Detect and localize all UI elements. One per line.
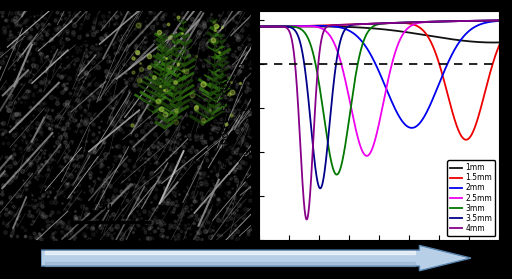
3mm xyxy=(445,20,451,23)
X-axis label: Frequency (GHz): Frequency (GHz) xyxy=(333,259,424,269)
1.5mm xyxy=(255,25,262,28)
4mm xyxy=(268,25,274,28)
2.5mm xyxy=(255,25,262,28)
2mm xyxy=(489,20,495,23)
1mm xyxy=(255,25,262,28)
3mm xyxy=(334,173,340,176)
3mm xyxy=(489,19,496,22)
2mm xyxy=(496,19,502,23)
2mm xyxy=(373,62,379,66)
2.5mm xyxy=(364,154,370,158)
1.5mm xyxy=(463,138,469,141)
2.5mm xyxy=(489,19,495,22)
1.5mm xyxy=(496,44,502,47)
Text: 5μm: 5μm xyxy=(98,203,122,213)
2.5mm xyxy=(489,19,496,22)
1mm xyxy=(366,27,372,30)
3mm xyxy=(373,23,379,27)
3mm xyxy=(489,19,495,22)
1.5mm xyxy=(445,95,451,98)
4mm xyxy=(445,20,451,23)
3mm xyxy=(496,19,502,22)
4mm xyxy=(489,19,496,22)
1mm xyxy=(373,27,379,30)
Line: 3.5mm: 3.5mm xyxy=(259,20,499,188)
3.5mm xyxy=(317,187,323,190)
1mm xyxy=(445,37,451,40)
Line: 2.5mm: 2.5mm xyxy=(259,20,499,156)
2.5mm xyxy=(366,153,372,156)
3.5mm xyxy=(489,19,495,22)
1.5mm xyxy=(489,63,496,66)
2.5mm xyxy=(496,19,502,22)
2.5mm xyxy=(268,25,274,28)
4mm xyxy=(489,19,495,22)
3mm xyxy=(366,28,372,32)
3.5mm xyxy=(373,22,379,25)
3.5mm xyxy=(255,25,262,28)
2mm xyxy=(489,20,496,23)
1.5mm xyxy=(268,25,274,28)
3.5mm xyxy=(445,20,451,23)
4mm xyxy=(304,218,310,221)
4mm xyxy=(255,25,262,28)
Y-axis label: Reflection Loss (dB): Reflection Loss (dB) xyxy=(221,77,230,174)
3.5mm xyxy=(496,19,502,22)
1.5mm xyxy=(489,63,496,67)
2mm xyxy=(268,25,274,28)
3.5mm xyxy=(489,19,496,22)
2mm xyxy=(255,25,262,28)
3.5mm xyxy=(366,22,372,25)
Line: 1.5mm: 1.5mm xyxy=(259,23,499,140)
4mm xyxy=(496,19,502,22)
2.5mm xyxy=(445,20,451,23)
2mm xyxy=(366,50,372,54)
3mm xyxy=(255,25,262,28)
1mm xyxy=(490,41,497,44)
Polygon shape xyxy=(41,246,471,271)
2mm xyxy=(445,61,451,64)
Line: 2mm: 2mm xyxy=(259,21,499,128)
1mm xyxy=(268,25,274,28)
4mm xyxy=(366,22,372,25)
Line: 1mm: 1mm xyxy=(259,27,499,42)
2.5mm xyxy=(373,136,379,139)
Legend: 1mm, 1.5mm, 2mm, 2.5mm, 3mm, 3.5mm, 4mm: 1mm, 1.5mm, 2mm, 2.5mm, 3mm, 3.5mm, 4mm xyxy=(447,160,496,236)
2mm xyxy=(409,126,415,129)
1mm xyxy=(311,25,317,28)
1mm xyxy=(489,41,495,44)
3mm xyxy=(268,25,274,28)
1mm xyxy=(489,41,496,44)
1.5mm xyxy=(395,21,401,25)
3.5mm xyxy=(268,25,274,28)
4mm xyxy=(373,22,379,25)
1mm xyxy=(496,41,502,44)
1.5mm xyxy=(366,22,372,25)
Line: 3mm: 3mm xyxy=(259,20,499,175)
Line: 4mm: 4mm xyxy=(259,20,499,220)
1.5mm xyxy=(373,22,379,25)
